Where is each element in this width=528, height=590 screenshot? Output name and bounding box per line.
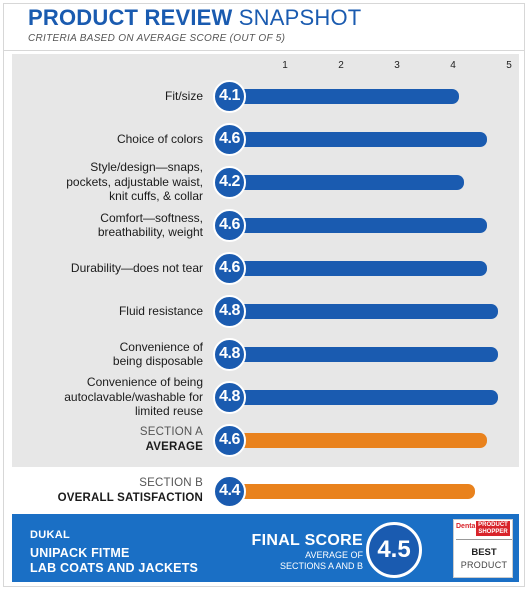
header-divider	[4, 50, 524, 51]
page-subtitle: CRITERIA BASED ON AVERAGE SCORE (OUT OF …	[28, 33, 286, 44]
score-bar	[236, 389, 498, 405]
criterion-label: Comfort—softness, breathability, weight	[3, 211, 203, 240]
criterion-label-line: Fit/size	[164, 88, 203, 103]
criterion-label-line: limited reuse	[134, 404, 203, 419]
x-tick-3: 3	[394, 60, 400, 71]
score-badge: 4.8	[213, 337, 246, 371]
logo-dental-text: Dental	[456, 523, 478, 530]
criterion-label-line: Fluid resistance	[118, 303, 203, 318]
brand-name: DUKAL	[30, 529, 70, 541]
x-tick-2: 2	[338, 60, 344, 71]
logo-divider	[456, 539, 512, 540]
final-score-title: FINAL SCORE	[251, 532, 363, 549]
criterion-label-line: Choice of colors	[116, 131, 203, 146]
product-name-line2: LAB COATS AND JACKETS	[30, 561, 199, 575]
x-tick-4: 4	[450, 60, 456, 71]
criterion-label: Convenience of being autoclavable/washabl…	[3, 375, 203, 419]
score-badge: 4.8	[213, 294, 246, 328]
score-badge: 4.6	[213, 122, 246, 156]
criterion-label-line: autoclavable/washable for	[64, 389, 203, 404]
criterion-label-line: being disposable	[112, 354, 203, 368]
score-bar	[236, 217, 487, 233]
section-a-label: SECTION A AVERAGE	[3, 425, 203, 455]
score-bar	[236, 483, 476, 499]
final-score-badge: 4.5	[366, 522, 422, 578]
x-tick-5: 5	[506, 60, 512, 71]
score-badge: 4.1	[213, 79, 246, 113]
criterion-label: Choice of colors	[3, 132, 203, 147]
section-label-line1: SECTION A	[139, 426, 203, 438]
score-bar	[236, 432, 487, 448]
section-label-line1: SECTION B	[139, 477, 203, 489]
score-bar	[236, 260, 487, 276]
score-bar	[236, 131, 487, 147]
best-product-award-logo: Dental PRODUCT SHOPPER BEST PRODUCT	[453, 519, 513, 578]
criterion-label-line: breathability, weight	[97, 225, 203, 239]
logo-product-text: PRODUCT	[460, 560, 508, 570]
final-score-subtitle: AVERAGE OF SECTIONS A AND B	[279, 550, 363, 571]
score-bar	[236, 174, 465, 190]
score-badge: 4.6	[213, 251, 246, 285]
score-bar	[236, 88, 459, 104]
final-score-banner: DUKAL UNIPACK FITME LAB COATS AND JACKET…	[12, 514, 519, 582]
x-tick-1: 1	[282, 60, 288, 71]
criterion-label-line: Comfort—softness,	[100, 210, 203, 225]
score-bar	[236, 346, 498, 362]
snapshot-frame	[3, 3, 525, 587]
criterion-label-line: Convenience of	[119, 339, 203, 354]
page-title: PRODUCT REVIEW SNAPSHOT	[28, 5, 362, 30]
score-badge: 4.4	[213, 474, 246, 508]
section-label-line2: OVERALL SATISFACTION	[57, 492, 203, 504]
logo-best-text: BEST	[471, 547, 497, 558]
score-badge: 4.2	[213, 165, 246, 199]
section-b-label: SECTION B OVERALL SATISFACTION	[3, 476, 203, 506]
criterion-label-line: Style/design—snaps,	[90, 160, 203, 175]
criterion-label: Style/design—snaps, pockets, adjustable w…	[3, 160, 203, 204]
logo-shopper-text: PRODUCT SHOPPER	[476, 521, 510, 536]
criterion-label-line: knit cuffs, & collar	[109, 189, 203, 204]
criterion-label: Fluid resistance	[3, 304, 203, 319]
score-badge: 4.6	[213, 423, 246, 457]
section-label-line2: AVERAGE	[145, 441, 203, 453]
score-badge: 4.8	[213, 380, 246, 414]
score-badge: 4.6	[213, 208, 246, 242]
criterion-label-line: Durability—does not tear	[70, 260, 203, 275]
criterion-label-line: Convenience of being	[86, 375, 203, 390]
criterion-label: Convenience of being disposable	[3, 340, 203, 369]
criterion-label: Fit/size	[3, 89, 203, 104]
score-bar	[236, 303, 498, 319]
criterion-label-line: pockets, adjustable waist,	[66, 174, 203, 189]
product-name-line1: UNIPACK FITME	[30, 546, 130, 560]
criterion-label: Durability—does not tear	[3, 261, 203, 276]
